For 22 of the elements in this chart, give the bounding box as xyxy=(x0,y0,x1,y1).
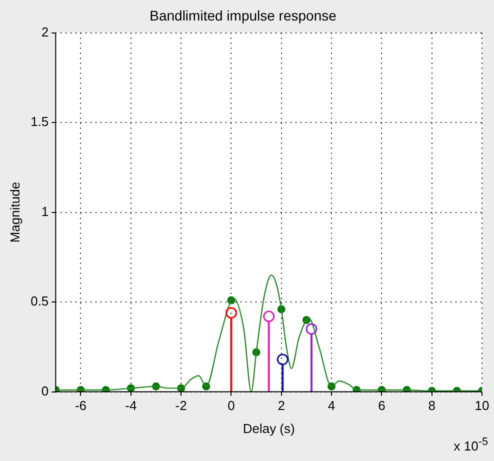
x-tick-label: 6 xyxy=(378,398,386,414)
point xyxy=(263,310,275,322)
x-tick-label: 8 xyxy=(428,398,436,414)
x-tick-label: 2 xyxy=(278,398,285,414)
text: x 10$^{-5}$ xyxy=(454,436,488,453)
y-axis-title: Magnitude xyxy=(7,182,22,243)
x-axis-title: Delay (s) xyxy=(242,420,295,436)
point xyxy=(225,307,237,319)
y-tick-label: 0.5 xyxy=(30,294,49,309)
y-tick-label: 1 xyxy=(41,204,49,219)
chart-title: Bandlimited impulse response xyxy=(150,7,337,24)
x-tick-label: 4 xyxy=(328,398,336,414)
x-tick-label: 0 xyxy=(228,398,235,414)
x-tick-label: -4 xyxy=(125,398,137,414)
y-tick-label: 2 xyxy=(41,24,49,40)
x-tick-label: 10 xyxy=(474,398,490,414)
point xyxy=(306,323,318,335)
x-tick-label: -6 xyxy=(74,398,87,414)
point xyxy=(276,354,288,366)
y-tick-label: 0 xyxy=(41,383,49,398)
x-tick-label: -2 xyxy=(175,398,187,414)
y-tick-label: 1.5 xyxy=(30,114,49,130)
